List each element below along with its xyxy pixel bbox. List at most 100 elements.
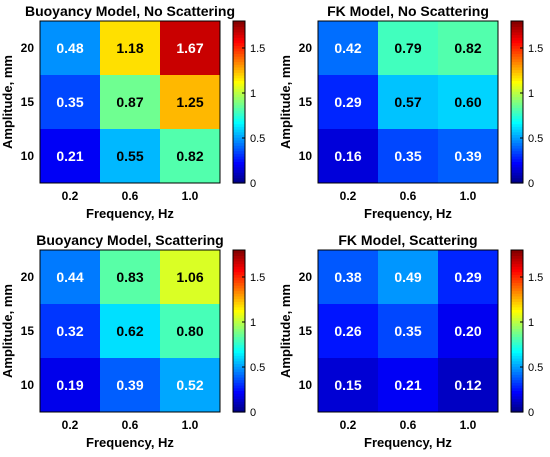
colorbar-segment — [511, 306, 523, 310]
colorbar-segment — [511, 344, 523, 348]
colorbar-segment — [233, 258, 245, 262]
chart-title: Buoyancy Model, No Scattering — [25, 3, 235, 19]
heatmap-cell — [318, 21, 379, 76]
y-tick-label: 20 — [21, 270, 35, 284]
cell-value-label: 0.49 — [394, 269, 421, 285]
x-tick-label: 1.0 — [182, 418, 199, 432]
colorbar-segment — [511, 134, 523, 138]
y-tick-label: 15 — [21, 324, 35, 338]
colorbar-segment — [511, 250, 523, 254]
cell-value-label: 0.44 — [56, 269, 83, 285]
colorbar-segment — [511, 45, 523, 49]
colorbar-segment — [511, 387, 523, 391]
colorbar-segment — [233, 322, 245, 327]
colorbar-segment — [233, 102, 245, 106]
y-axis-label: Amplitude, mm — [278, 55, 293, 149]
colorbar-frame — [232, 20, 246, 184]
colorbar-segment — [233, 390, 245, 394]
heatmap-cell — [438, 21, 499, 76]
colorbar-segment — [233, 403, 245, 408]
colorbar-segment — [233, 21, 245, 25]
colorbar-segment — [233, 385, 245, 389]
colorbar-segment — [233, 271, 245, 275]
heatmap-panel-2: FK Model, No Scattering 0.42 0.79 0.82 0.29 0… — [278, 3, 543, 221]
colorbar-segment — [233, 66, 245, 71]
axes-frame — [317, 20, 499, 184]
colorbar-segment — [233, 333, 245, 337]
colorbar-segment — [233, 69, 245, 73]
heatmap-cell — [40, 358, 101, 413]
colorbar-segment — [233, 85, 245, 90]
colorbar-segment — [233, 156, 245, 160]
colorbar-segment — [233, 174, 245, 179]
colorbar-segment — [233, 393, 245, 397]
colorbar-frame — [510, 249, 524, 413]
colorbar-segment — [233, 266, 245, 270]
colorbar-segment — [511, 268, 523, 273]
colorbar-segment — [233, 285, 245, 289]
colorbar-segment — [233, 129, 245, 133]
colorbar-segment — [233, 401, 245, 405]
cell-value-label: 0.20 — [454, 323, 481, 339]
colorbar-segment — [233, 293, 245, 297]
heatmap-cell — [378, 304, 439, 359]
colorbar-segment — [511, 390, 523, 394]
colorbar-segment — [233, 331, 245, 335]
colorbar-segment — [233, 72, 245, 76]
colorbar-segment — [511, 29, 523, 33]
y-axis-label: Amplitude, mm — [0, 284, 15, 378]
y-axis-label: Amplitude, mm — [278, 284, 293, 378]
heatmap-cell — [438, 304, 499, 359]
colorbar-segment — [511, 169, 523, 173]
cell-value-label: 0.32 — [56, 323, 83, 339]
colorbar-segment — [511, 360, 523, 364]
colorbar-segment — [511, 263, 523, 267]
heatmap-cell — [40, 304, 101, 359]
colorbar-segment — [511, 21, 523, 25]
colorbar-segment — [511, 295, 523, 300]
cell-value-label: 0.57 — [394, 94, 421, 110]
cell-value-label: 1.67 — [176, 40, 203, 56]
colorbar-segment — [233, 406, 245, 410]
cell-value-label: 0.80 — [176, 323, 203, 339]
cell-value-label: 0.29 — [334, 94, 361, 110]
colorbar-segment — [511, 104, 523, 108]
colorbar-segment — [233, 23, 245, 27]
colorbar-segment — [233, 150, 245, 154]
colorbar-segment — [233, 169, 245, 173]
cell-value-label: 0.12 — [454, 377, 481, 393]
colorbar-segment — [511, 395, 523, 400]
colorbar-segment — [233, 341, 245, 346]
y-tick-label: 15 — [21, 95, 35, 109]
axes-frame — [317, 249, 499, 413]
colorbar-segment — [511, 379, 523, 383]
colorbar-segment — [511, 274, 523, 278]
colorbar-tick-label: 0.5 — [528, 133, 543, 145]
heatmap-cell — [160, 304, 221, 359]
colorbar-segment — [511, 255, 523, 259]
colorbar-segment — [233, 368, 245, 373]
heatmap-cell — [378, 21, 439, 76]
colorbar-segment — [511, 293, 523, 297]
x-axis-label: Frequency, Hz — [86, 206, 174, 221]
cell-value-label: 0.60 — [454, 94, 481, 110]
colorbar-tick-label: 0.5 — [250, 133, 265, 145]
cell-value-label: 1.06 — [176, 269, 203, 285]
colorbar-segment — [233, 93, 245, 98]
colorbar-segment — [233, 395, 245, 400]
colorbar-frame — [232, 249, 246, 413]
colorbar-segment — [233, 398, 245, 402]
heatmap-panel-1: Buoyancy Model, No Scattering 0.48 1.18 1.6… — [0, 3, 265, 221]
colorbar-segment — [511, 75, 523, 79]
y-tick-label: 20 — [21, 41, 35, 55]
cell-value-label: 0.82 — [176, 148, 203, 164]
colorbar-segment — [233, 123, 245, 127]
heatmap-cell — [100, 250, 161, 305]
colorbar-tick-label: 1 — [528, 88, 534, 100]
colorbar-segment — [233, 53, 245, 57]
colorbar-segment — [233, 366, 245, 370]
colorbar-segment — [233, 312, 245, 316]
colorbar-segment — [233, 77, 245, 81]
colorbar-segment — [233, 172, 245, 176]
